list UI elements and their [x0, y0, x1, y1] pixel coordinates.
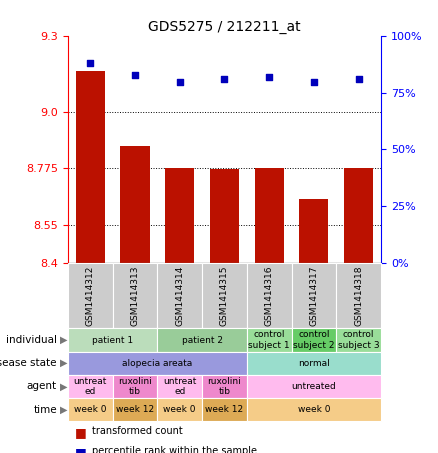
Text: transformed count: transformed count [92, 426, 183, 436]
Text: patient 1: patient 1 [92, 336, 133, 345]
Text: GSM1414316: GSM1414316 [265, 265, 274, 326]
Text: untreated: untreated [292, 382, 336, 391]
Text: GSM1414314: GSM1414314 [175, 265, 184, 326]
Text: GSM1414315: GSM1414315 [220, 265, 229, 326]
Point [176, 78, 183, 85]
Bar [344, 169, 373, 263]
Point [221, 76, 228, 83]
Text: control
subject 1: control subject 1 [248, 330, 290, 350]
Text: control
subject 2: control subject 2 [293, 330, 335, 350]
Bar [120, 146, 149, 263]
Text: ▶: ▶ [60, 358, 67, 368]
Text: control
subject 3: control subject 3 [338, 330, 379, 350]
Text: GSM1414318: GSM1414318 [354, 265, 363, 326]
Bar [210, 169, 239, 263]
Bar [165, 169, 194, 263]
Title: GDS5275 / 212211_at: GDS5275 / 212211_at [148, 20, 301, 34]
Text: week 0: week 0 [298, 405, 330, 414]
Point [87, 60, 94, 67]
Text: ■: ■ [75, 446, 87, 453]
Text: GSM1414317: GSM1414317 [310, 265, 318, 326]
Text: ▶: ▶ [60, 381, 67, 391]
Text: GSM1414312: GSM1414312 [86, 265, 95, 326]
Point [311, 78, 318, 85]
Text: ▶: ▶ [60, 335, 67, 345]
Point [131, 71, 138, 78]
Text: agent: agent [27, 381, 57, 391]
Bar [300, 198, 328, 263]
Text: week 12: week 12 [116, 405, 154, 414]
Text: ruxolini
tib: ruxolini tib [208, 377, 241, 396]
Text: individual: individual [6, 335, 57, 345]
Text: ■: ■ [75, 426, 87, 439]
Point [266, 73, 273, 81]
Text: percentile rank within the sample: percentile rank within the sample [92, 446, 257, 453]
Text: disease state: disease state [0, 358, 57, 368]
Text: GSM1414313: GSM1414313 [131, 265, 139, 326]
Text: time: time [33, 405, 57, 414]
Text: normal: normal [298, 359, 330, 368]
Text: week 0: week 0 [163, 405, 196, 414]
Text: week 0: week 0 [74, 405, 106, 414]
Text: untreat
ed: untreat ed [74, 377, 107, 396]
Text: ▶: ▶ [60, 405, 67, 414]
Text: alopecia areata: alopecia areata [122, 359, 192, 368]
Text: patient 2: patient 2 [182, 336, 223, 345]
Bar [254, 169, 284, 263]
Text: ruxolini
tib: ruxolini tib [118, 377, 152, 396]
Point [355, 76, 362, 83]
Bar [76, 72, 105, 263]
Text: untreat
ed: untreat ed [163, 377, 196, 396]
Text: week 12: week 12 [205, 405, 244, 414]
